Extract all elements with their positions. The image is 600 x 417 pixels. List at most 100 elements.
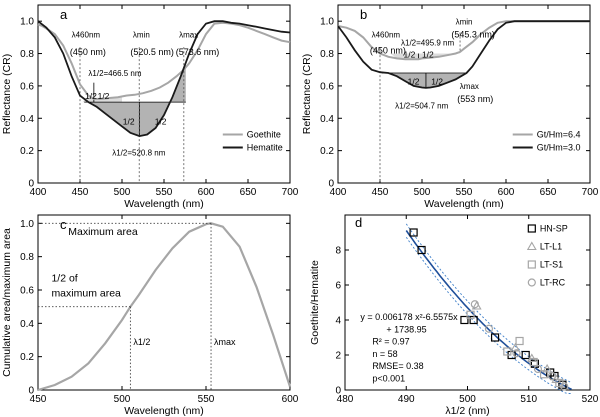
- y-tick-label: 0.2: [320, 146, 334, 157]
- x-axis-label: Wavelength (nm): [124, 405, 204, 417]
- y-tick-label: 0: [28, 386, 34, 397]
- x-tick-label: 550: [456, 187, 473, 198]
- half-label: 1/2: [85, 91, 97, 101]
- y-tick-label: 1.0: [20, 219, 34, 230]
- y-tick-label: 0.6: [20, 286, 34, 297]
- y-tick-label: 0: [335, 386, 341, 397]
- x-tick-label: 400: [330, 187, 347, 198]
- fit-sample-size: n = 58: [372, 349, 397, 359]
- fit-rmse: RMSE= 0.38: [372, 361, 423, 371]
- legend-marker-lt-l1: [526, 241, 537, 251]
- half-label: 1/2: [403, 50, 415, 60]
- data-point-lt-s1: [466, 310, 475, 319]
- x-tick-label: 600: [498, 187, 515, 198]
- lambda-min-label: λmin: [456, 17, 473, 26]
- lambda-half-high: λ1/2=495.9 nm: [401, 38, 454, 47]
- x-axis-label: Wavelength (nm): [124, 198, 204, 210]
- y-tick-label: 2: [335, 351, 341, 362]
- x-tick-label: 600: [282, 394, 299, 405]
- y-tick-label: 0.4: [20, 114, 34, 125]
- panel-a: 400 450 500 550 600 650 700 0 0.2 0.4 0.6 0.8 1.0 Wav…: [1, 4, 299, 210]
- x-tick-label: 500: [414, 187, 431, 198]
- legend-label-lt-rc: LT-RC: [540, 278, 566, 288]
- y-tick-label: 4: [335, 316, 341, 327]
- fit-equation: y = 0.006178 x²-6.5575x: [360, 312, 458, 322]
- legend-marker-hn-sp: [527, 224, 536, 233]
- data-point-lt-rc: [484, 324, 494, 333]
- data-point-hn-sp: [417, 245, 426, 255]
- y-tick-label: 8: [335, 246, 341, 257]
- fit-p-value: p<0.001: [372, 373, 405, 383]
- x-tick-label: 400: [30, 187, 47, 198]
- data-point-hn-sp: [521, 350, 530, 360]
- y-tick-label: 1.0: [20, 17, 34, 28]
- half-max-label-2: maximum area: [51, 288, 121, 300]
- lambda-460-value: (450 nm): [70, 47, 106, 57]
- data-point-lt-rc: [470, 300, 479, 309]
- panel-b: 400 450 500 550 600 650 700 0 0.2 0.4 0.6 0.8 1.0 Wav…: [301, 4, 599, 210]
- x-tick-label: 650: [240, 187, 257, 198]
- lambda-min-label: λmin: [133, 30, 150, 39]
- panel-label: c: [60, 217, 67, 232]
- half-label: 1/2: [422, 50, 434, 60]
- y-tick-label: 0.4: [20, 319, 34, 330]
- lambda-half-label: λ1/2: [133, 337, 150, 347]
- half-label: 1/2: [123, 117, 135, 127]
- x-tick-label: 450: [72, 187, 89, 198]
- legend-label-lt-s1: LT-S1: [540, 260, 563, 270]
- data-point-lt-rc: [560, 382, 569, 391]
- plot-frame: [37, 214, 291, 391]
- y-tick-label: 0.6: [320, 81, 334, 92]
- legend-marker-lt-rc: [527, 278, 536, 287]
- cumulative-area-line: [37, 222, 292, 392]
- y-tick-label: 6: [335, 281, 341, 292]
- legend-label-hematite: Hematite: [247, 142, 283, 152]
- y-axis-label: Goethite/Hematite: [309, 260, 321, 345]
- lambda-max-label: λmax: [460, 82, 479, 91]
- regression-curve: [405, 230, 572, 391]
- ratio-high-area-fill: [390, 52, 460, 60]
- lambda-max-value: (553 nm): [457, 94, 493, 104]
- data-point-lt-s1: [515, 336, 524, 346]
- x-tick-label: 510: [520, 394, 537, 405]
- confidence-band-upper: [405, 223, 572, 384]
- lambda-max-label: λmax: [214, 337, 236, 347]
- confidence-band-lower: [405, 236, 572, 394]
- data-point-lt-s1: [539, 370, 549, 379]
- half-max-label-1: 1/2 of: [51, 273, 77, 285]
- x-tick-label: 700: [582, 187, 599, 198]
- x-tick-label: 600: [198, 187, 215, 198]
- x-tick-label: 520: [582, 394, 599, 405]
- legend-label-lt-l1: LT-L1: [540, 242, 562, 252]
- x-tick-label: 450: [30, 394, 47, 405]
- x-tick-label: 700: [282, 187, 299, 198]
- x-tick-label: 550: [198, 394, 215, 405]
- ratio-low-area-fill: [381, 73, 466, 88]
- y-tick-label: 0.2: [20, 146, 34, 157]
- half-label: 1/2: [155, 117, 167, 127]
- hematite-line: [37, 20, 291, 138]
- lambda-max-label: λmax: [179, 30, 198, 39]
- data-point-hn-sp: [460, 315, 469, 325]
- x-tick-label: 500: [114, 187, 131, 198]
- half-label: 1/2: [431, 76, 443, 86]
- legend-label-high: Gt/Hm=6.4: [537, 129, 581, 139]
- goethite-line: [37, 21, 291, 100]
- lambda-min-value: (520.5 nm): [130, 47, 174, 57]
- x-tick-label: 500: [459, 394, 476, 405]
- x-tick-label: 500: [114, 394, 131, 405]
- panel-label: a: [60, 7, 68, 22]
- panel-d: 480 490 500 510 520 0 2 4 6 8 λ1/2 (nm) Goethite/He…: [309, 214, 599, 417]
- fit-r-squared: R² = 0.97: [372, 337, 409, 347]
- x-tick-label: 480: [337, 394, 354, 405]
- x-tick-label: 490: [398, 394, 415, 405]
- legend-label-low: Gt/Hm=3.0: [537, 142, 581, 152]
- data-point-lt-s1: [529, 357, 538, 367]
- lambda-half-goethite: λ1/2=466.5 nm: [88, 69, 141, 78]
- y-tick-label: 0.8: [20, 252, 34, 263]
- lambda-half-hematite: λ1/2=520.8 nm: [112, 148, 165, 157]
- x-axis-label: λ1/2 (nm): [445, 405, 489, 417]
- legend-label-goethite: Goethite: [247, 129, 281, 139]
- y-tick-label: 0.8: [320, 49, 334, 60]
